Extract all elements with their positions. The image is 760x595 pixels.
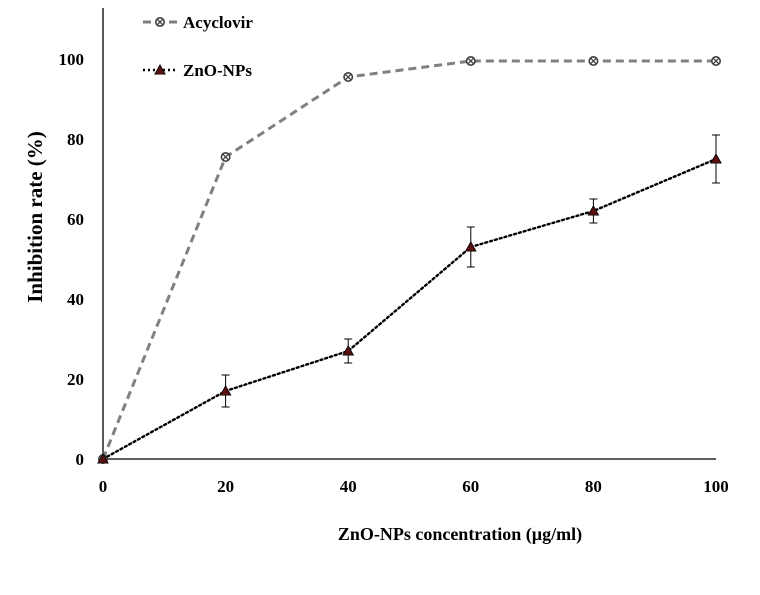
x-tick-label: 100 <box>703 477 729 496</box>
x-axis-label: ZnO-NPs concentration (µg/ml) <box>338 524 582 545</box>
legend-label: ZnO-NPs <box>183 61 252 80</box>
y-axis-label: Inhibition rate (%) <box>23 131 47 303</box>
x-tick-label: 80 <box>585 477 602 496</box>
data-point <box>219 384 232 396</box>
data-point <box>587 204 600 216</box>
data-point <box>710 152 722 164</box>
series-line <box>101 157 718 461</box>
x-tick-labels: 0 20 40 60 80 100 <box>99 477 729 496</box>
x-tick-label: 40 <box>340 477 357 496</box>
y-tick-label: 0 <box>76 450 85 469</box>
series-zno-nps <box>97 134 722 464</box>
legend-label: Acyclovir <box>183 13 253 32</box>
y-tick-label: 40 <box>67 290 84 309</box>
axes <box>102 8 716 460</box>
series-line <box>101 59 716 460</box>
y-tick-label: 60 <box>67 210 84 229</box>
legend-item: ZnO-NPs <box>143 61 252 80</box>
series-acyclovir <box>98 55 721 464</box>
x-tick-label: 60 <box>462 477 479 496</box>
y-tick-label: 20 <box>67 370 84 389</box>
y-tick-labels: 0 20 40 60 80 100 <box>59 50 85 469</box>
data-point <box>97 452 109 464</box>
legend: Acyclovir ZnO-NPs <box>143 13 253 80</box>
y-tick-label: 100 <box>59 50 85 69</box>
data-point <box>342 344 355 356</box>
data-point <box>220 152 231 163</box>
x-tick-label: 0 <box>99 477 108 496</box>
data-point <box>464 240 477 252</box>
series <box>97 55 722 464</box>
data-point <box>588 55 599 66</box>
legend-marker <box>154 63 166 75</box>
legend-marker <box>155 16 166 27</box>
y-tick-label: 80 <box>67 130 84 149</box>
data-point <box>343 72 354 83</box>
data-point <box>465 55 476 66</box>
data-point <box>710 55 721 66</box>
legend-item: Acyclovir <box>143 13 253 32</box>
x-tick-label: 20 <box>217 477 234 496</box>
